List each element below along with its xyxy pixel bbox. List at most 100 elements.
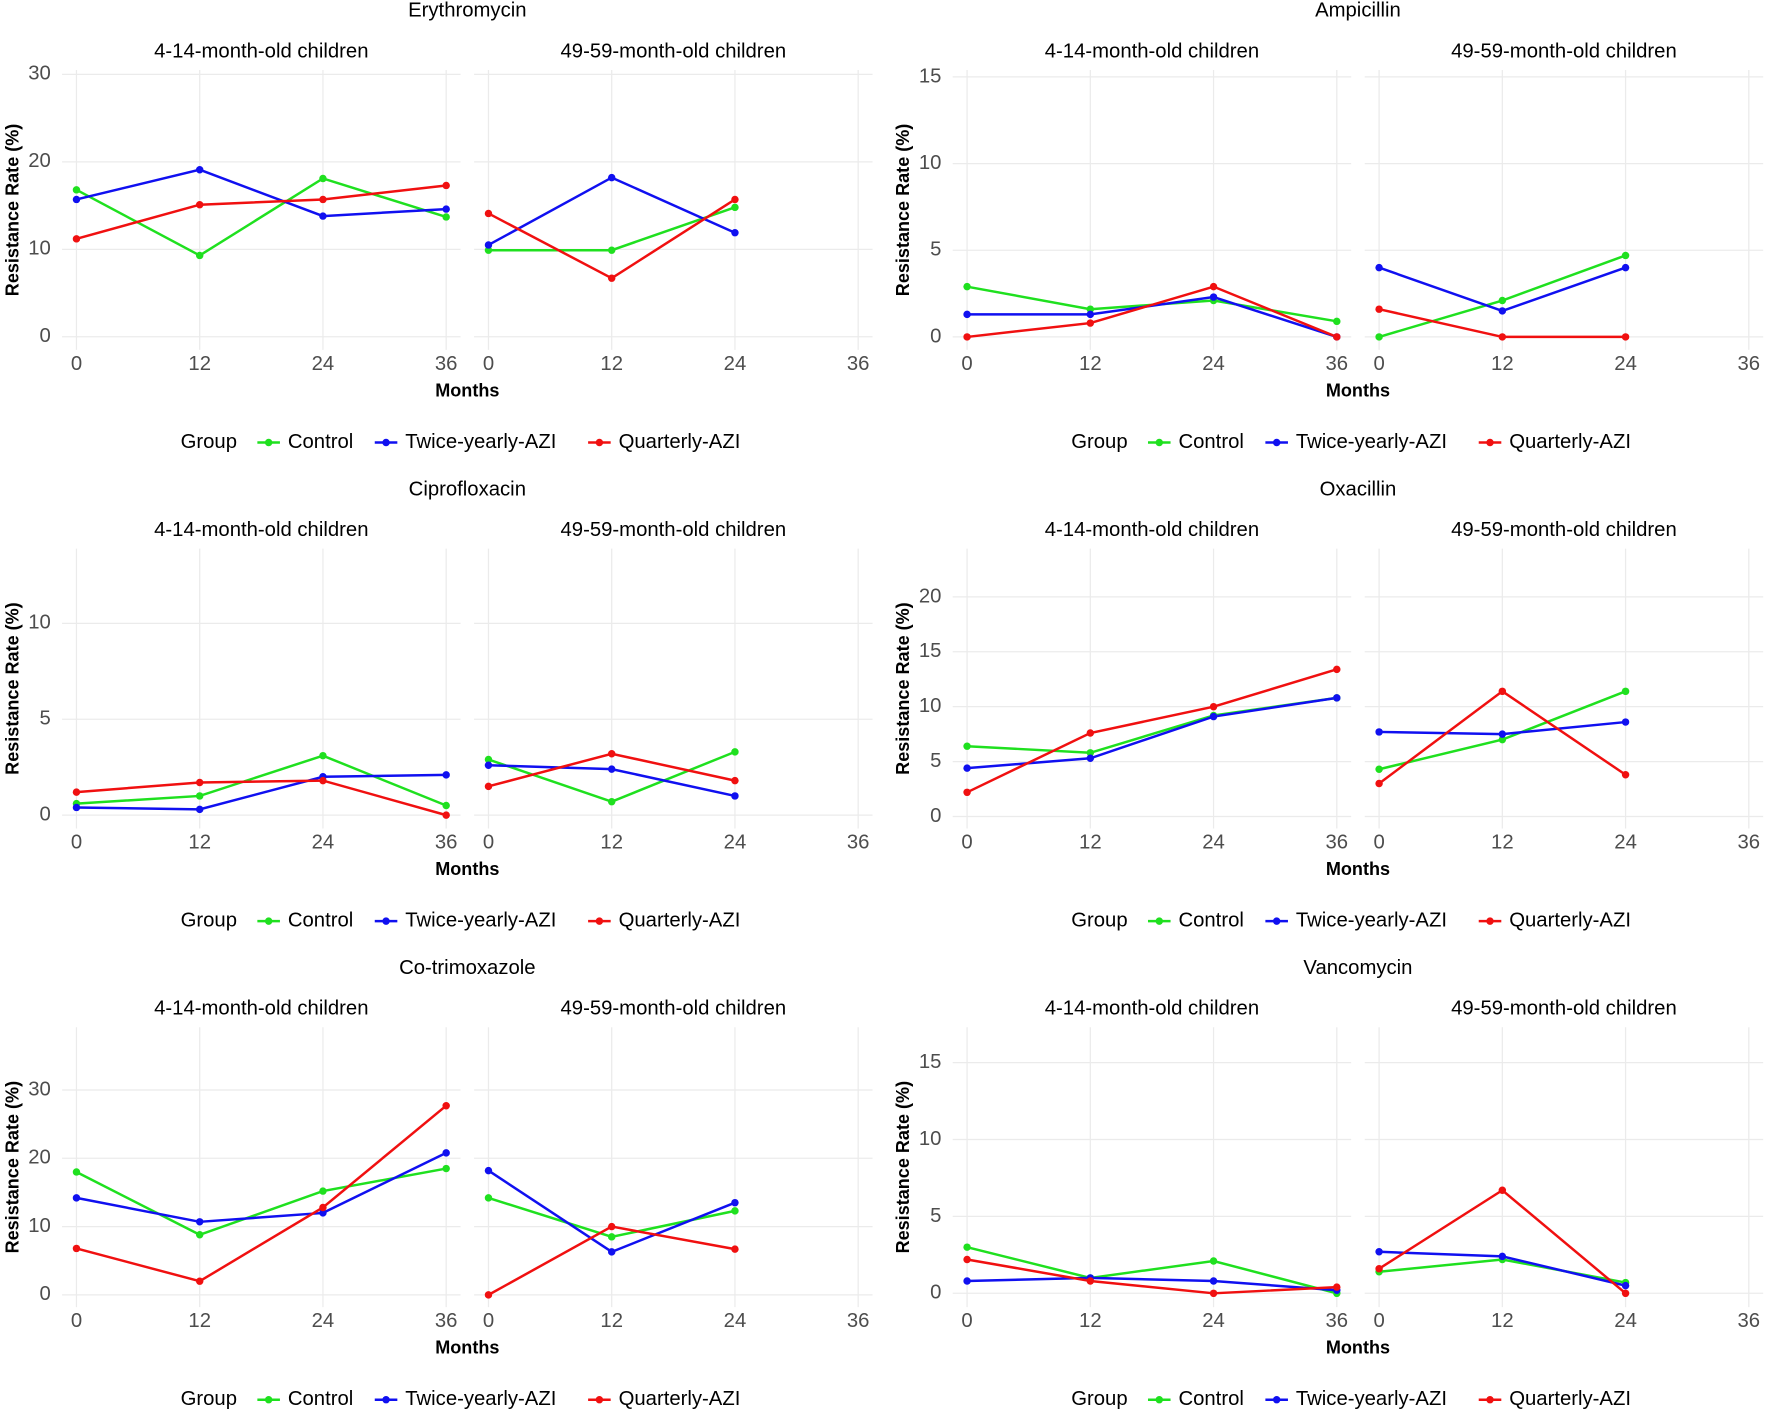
data-point [1086,319,1095,327]
y-axis-label: Resistance Rate (%) [893,124,913,297]
data-point [442,1164,450,1173]
data-point [195,1231,204,1239]
data-point [1086,1277,1095,1285]
legend-point [1486,1395,1494,1404]
series-line [75,1167,447,1237]
x-tick-label: 12 [1079,353,1102,375]
x-tick-label: 0 [483,353,494,375]
y-tick-label: 5 [39,708,50,730]
legend-point [382,1395,390,1404]
data-point [607,274,616,282]
data-point [1086,749,1095,757]
y-tick-label: 10 [919,1128,942,1150]
data-point [607,1248,616,1256]
x-axis-label: Months [435,859,499,879]
y-tick-label: 10 [28,612,51,634]
data-point [1375,765,1383,773]
legend-label: Control [1178,1388,1243,1410]
x-tick-label: 0 [483,1310,494,1332]
series-line [967,1276,1337,1292]
x-tick-label: 24 [1202,353,1225,375]
facet-title: 49-59-month-old children [1451,998,1677,1020]
data-point [1498,333,1507,341]
data-point [319,174,327,183]
data-point [484,209,493,218]
data-point [607,797,616,806]
legend-point [595,917,604,925]
y-tick-label: 10 [28,238,51,260]
data-point [731,1198,739,1207]
data-point [607,1222,616,1231]
legend-label: Quarterly-AZI [619,1388,741,1410]
data-point [1209,1277,1218,1285]
data-point [1333,694,1341,702]
legend-label: Control [1178,909,1243,931]
y-tick-label: 20 [28,150,51,172]
data-point [72,1194,81,1202]
x-tick-label: 12 [188,353,211,375]
data-point [963,764,971,772]
data-point [1333,1283,1341,1291]
data-point [1086,305,1095,313]
x-tick-label: 0 [1373,1310,1384,1332]
legend-title: Group [1071,431,1127,453]
data-point [484,1166,493,1175]
data-point [731,1207,739,1215]
data-point [442,801,450,810]
data-point [1086,310,1095,319]
legend-label: Twice-yearly-AZI [405,1388,556,1410]
x-tick-label: 0 [71,1310,82,1332]
data-point [731,228,739,237]
legend-label: Control [288,431,353,453]
legend-point [264,917,273,925]
y-axis-label: Resistance Rate (%) [2,1081,22,1254]
legend-label: Twice-yearly-AZI [1296,1388,1447,1410]
data-point [1375,333,1383,341]
data-point [319,751,327,760]
facet-title: 4-14-month-old children [154,40,368,62]
data-point [607,246,616,254]
y-tick-label: 30 [28,63,51,85]
legend-label: Twice-yearly-AZI [1296,909,1447,931]
y-tick-label: 0 [930,1282,941,1304]
data-point [195,805,204,814]
legend-label: Twice-yearly-AZI [405,909,556,931]
legend-label: Quarterly-AZI [1509,1388,1631,1410]
data-point [963,788,971,797]
facet-title: 4-14-month-old children [154,998,368,1020]
data-point [195,251,204,260]
y-tick-label: 10 [28,1215,51,1237]
legend-title: Group [1071,1388,1127,1410]
y-tick-label: 0 [930,325,941,347]
data-point [963,310,971,319]
x-tick-label: 12 [1491,832,1514,854]
data-point [1621,1289,1630,1298]
y-tick-label: 20 [28,1147,51,1169]
data-point [1498,1186,1507,1194]
data-point [1375,263,1383,272]
legend-point [1486,438,1494,447]
y-tick-label: 15 [919,65,942,87]
data-point [1086,754,1095,763]
x-tick-label: 24 [724,832,747,854]
series-line [966,285,1338,339]
data-point [442,1102,450,1110]
data-point [1498,735,1507,744]
y-axis-label: Resistance Rate (%) [2,124,22,297]
data-point [442,181,450,190]
data-point [963,742,971,750]
x-tick-label: 24 [312,1310,335,1332]
x-tick-label: 12 [600,353,623,375]
data-point [442,811,450,819]
data-point [484,782,493,791]
x-tick-label: 0 [483,832,494,854]
x-tick-label: 36 [847,1310,870,1332]
x-tick-label: 36 [1738,832,1761,854]
data-point [607,750,616,758]
data-point [319,1203,327,1212]
facet-title: 4-14-month-old children [154,519,368,541]
x-tick-label: 12 [188,832,211,854]
x-tick-label: 0 [961,1310,972,1332]
data-point [484,761,493,769]
